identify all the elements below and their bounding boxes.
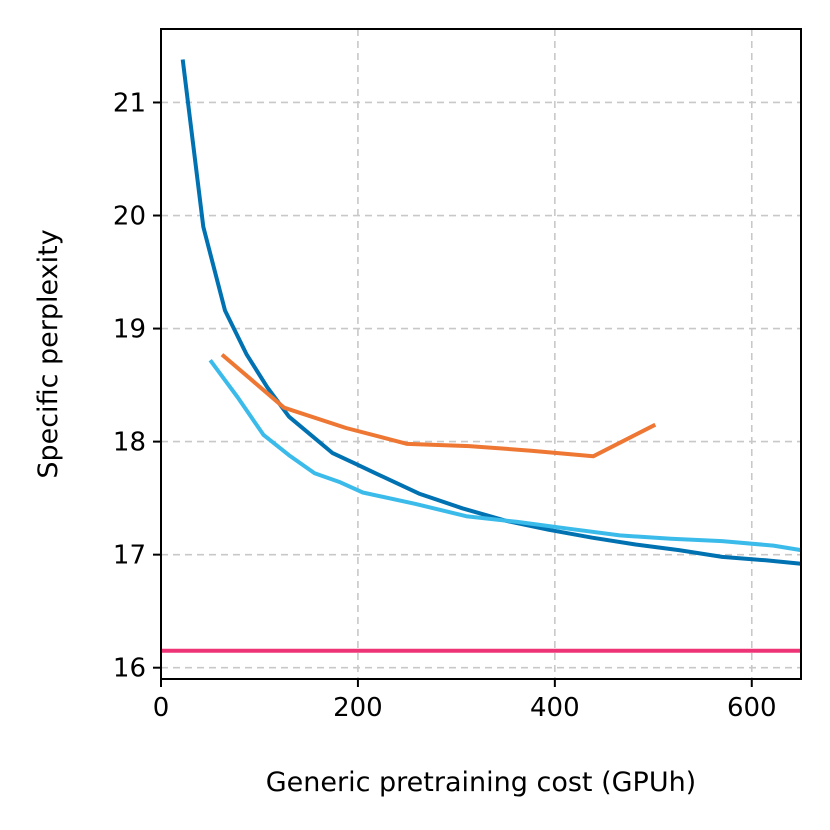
line-series-light-blue: [208, 359, 802, 553]
x-tick-label: 200: [333, 693, 383, 723]
line-series-orange: [220, 353, 657, 459]
y-tick-label: 20: [113, 202, 146, 232]
y-tick-label: 21: [113, 88, 146, 118]
x-tick-label: 600: [727, 693, 777, 723]
line-series-dark-blue: [180, 59, 802, 566]
grid-layer: [161, 29, 801, 679]
y-tick-label: 18: [113, 428, 146, 458]
plot-frame: [160, 28, 802, 680]
x-axis-label: Generic pretraining cost (GPUh): [266, 767, 696, 798]
series-layer: [161, 59, 802, 653]
y-axis-label: Specific perplexity: [33, 229, 64, 478]
x-tick-label: 400: [530, 693, 580, 723]
y-tick-label: 16: [113, 654, 146, 684]
tick-layer: 0 200 400 600 16 17 18 19 20 21: [113, 88, 777, 723]
y-tick-label: 17: [113, 541, 146, 571]
y-tick-label: 19: [113, 315, 146, 345]
x-tick-label: 0: [153, 693, 170, 723]
